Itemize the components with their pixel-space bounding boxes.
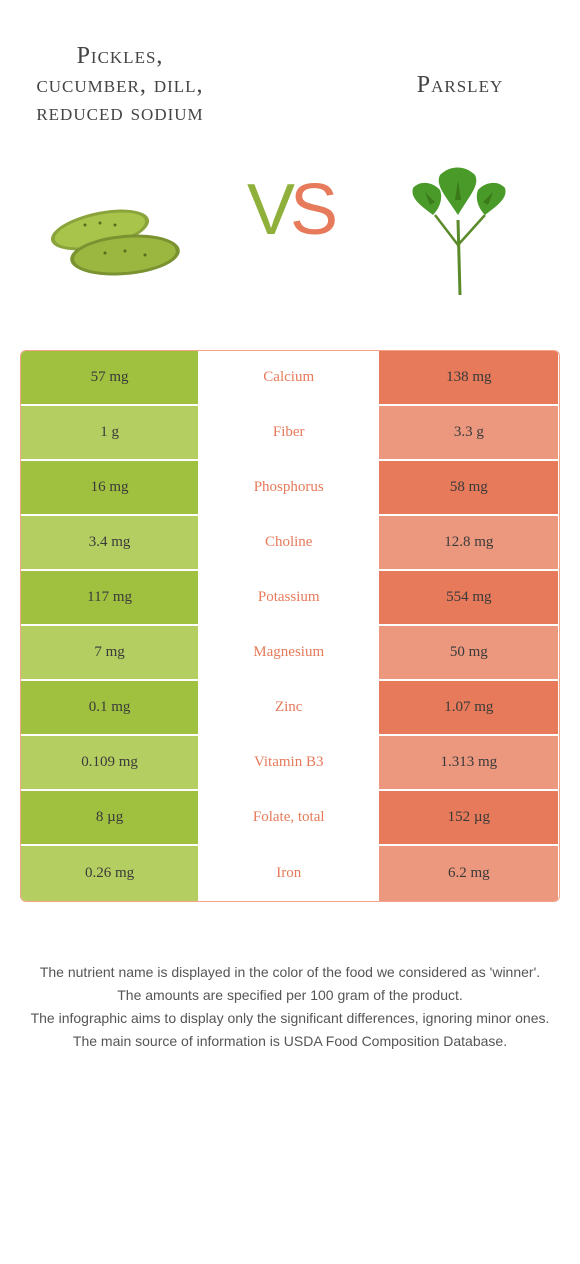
left-value: 1 g [21, 406, 200, 459]
right-value: 6.2 mg [379, 846, 558, 901]
right-food-title: Parsley [417, 25, 503, 145]
footer-line-3: The infographic aims to display only the… [30, 1008, 550, 1029]
table-row: 1 gFiber3.3 g [21, 406, 559, 461]
nutrient-name: Zinc [200, 681, 379, 734]
vs-s: S [290, 170, 333, 250]
left-value: 117 mg [21, 571, 200, 624]
table-row: 16 mgPhosphorus58 mg [21, 461, 559, 516]
left-value: 0.1 mg [21, 681, 200, 734]
nutrient-name: Folate, total [200, 791, 379, 844]
pickles-icon [45, 165, 195, 295]
footer-line-4: The main source of information is USDA F… [30, 1031, 550, 1052]
right-value: 58 mg [379, 461, 558, 514]
footer-line-2: The amounts are specified per 100 gram o… [30, 985, 550, 1006]
right-value: 1.07 mg [379, 681, 558, 734]
nutrient-name: Choline [200, 516, 379, 569]
table-row: 0.109 mgVitamin B31.313 mg [21, 736, 559, 791]
right-value: 138 mg [379, 351, 558, 404]
left-value: 0.26 mg [21, 846, 200, 901]
nutrient-name: Phosphorus [200, 461, 379, 514]
footer-line-1: The nutrient name is displayed in the co… [30, 962, 550, 983]
vs-v: V [247, 170, 290, 250]
nutrient-name: Magnesium [200, 626, 379, 679]
left-value: 7 mg [21, 626, 200, 679]
nutrient-name: Fiber [200, 406, 379, 459]
left-value: 57 mg [21, 351, 200, 404]
nutrient-table: 57 mgCalcium138 mg1 gFiber3.3 g16 mgPhos… [20, 350, 560, 902]
right-value: 152 µg [379, 791, 558, 844]
right-value: 12.8 mg [379, 516, 558, 569]
left-value: 16 mg [21, 461, 200, 514]
right-value: 3.3 g [379, 406, 558, 459]
parsley-icon [385, 165, 535, 295]
table-row: 7 mgMagnesium50 mg [21, 626, 559, 681]
nutrient-name: Potassium [200, 571, 379, 624]
table-row: 0.1 mgZinc1.07 mg [21, 681, 559, 736]
right-food-column: Parsley [370, 25, 550, 295]
footer-notes: The nutrient name is displayed in the co… [0, 962, 580, 1052]
left-value: 3.4 mg [21, 516, 200, 569]
right-value: 554 mg [379, 571, 558, 624]
left-value: 0.109 mg [21, 736, 200, 789]
table-row: 117 mgPotassium554 mg [21, 571, 559, 626]
table-row: 0.26 mgIron6.2 mg [21, 846, 559, 901]
right-value: 50 mg [379, 626, 558, 679]
nutrient-name: Iron [200, 846, 379, 901]
header: Pickles, cucumber, dill, reduced sodium … [0, 0, 580, 330]
table-row: 8 µgFolate, total152 µg [21, 791, 559, 846]
table-row: 57 mgCalcium138 mg [21, 351, 559, 406]
left-food-title: Pickles, cucumber, dill, reduced sodium [30, 25, 210, 145]
vs-label: VS [247, 169, 333, 251]
nutrient-name: Calcium [200, 351, 379, 404]
left-food-column: Pickles, cucumber, dill, reduced sodium [30, 25, 210, 295]
right-value: 1.313 mg [379, 736, 558, 789]
table-row: 3.4 mgCholine12.8 mg [21, 516, 559, 571]
left-value: 8 µg [21, 791, 200, 844]
nutrient-name: Vitamin B3 [200, 736, 379, 789]
